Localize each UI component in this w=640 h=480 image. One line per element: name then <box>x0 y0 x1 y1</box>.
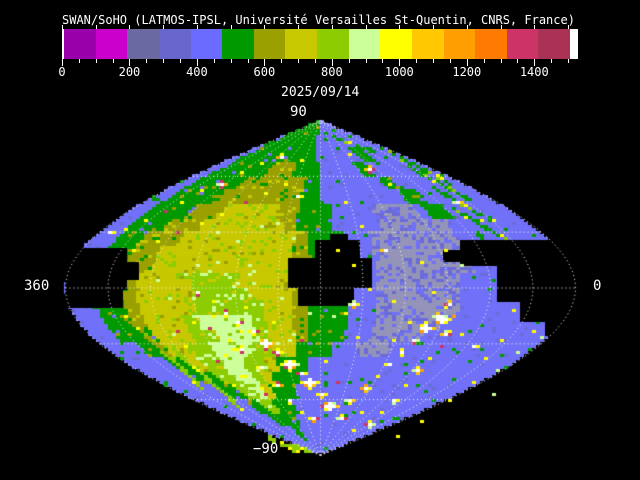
colorbar-minor-tick <box>483 59 485 63</box>
colorbar-top-tick <box>95 25 97 29</box>
colorbar-major-tick <box>264 59 266 66</box>
colorbar-major-tick <box>129 59 131 66</box>
colorbar-minor-tick <box>281 59 283 63</box>
latitude-label-south: −90 <box>253 441 279 457</box>
latitude-label-north: 90 <box>290 104 307 120</box>
colorbar-minor-tick <box>382 59 384 63</box>
colorbar-segment-0 <box>64 29 96 59</box>
colorbar-minor-tick <box>500 59 502 63</box>
colorbar-major-tick <box>399 59 401 66</box>
colorbar-left-edge <box>62 29 64 59</box>
colorbar-segment-3 <box>158 29 191 59</box>
colorbar-major-tick <box>466 59 468 66</box>
colorbar-tick-label: 1000 <box>384 65 414 79</box>
colorbar-segment-10 <box>380 29 412 59</box>
colorbar-top-tick <box>568 25 569 29</box>
colorbar-top-tick <box>466 25 468 29</box>
colorbar-top-tick <box>500 25 502 29</box>
colorbar-segment-1 <box>95 29 128 59</box>
colorbar-minor-tick <box>348 59 350 63</box>
colorbar-tick-label: 200 <box>118 65 141 79</box>
colorbar-top-tick <box>196 25 198 29</box>
colorbar-top-tick <box>129 25 131 29</box>
colorbar-segment-5 <box>222 29 254 59</box>
colorbar-minor-tick <box>551 59 553 63</box>
colorbar-top-tick <box>331 25 333 29</box>
colorbar-segment-2 <box>127 29 159 59</box>
colorbar-minor-tick <box>517 59 519 63</box>
colorbar-segment-7 <box>285 29 317 59</box>
image-title: SWAN/SoHO (LATMOS-IPSL, Université Versa… <box>62 13 575 27</box>
colorbar-minor-tick <box>433 59 435 63</box>
colorbar-segment-15 <box>538 29 570 59</box>
colorbar-tick-label: 1200 <box>452 65 482 79</box>
colorbar-minor-tick <box>112 59 114 63</box>
colorbar-minor-tick <box>298 59 300 63</box>
colorbar-segment-8 <box>317 29 349 59</box>
colorbar-top-tick <box>163 25 165 29</box>
colorbar-segment-11 <box>411 29 444 59</box>
colorbar-tick-label: 600 <box>253 65 276 79</box>
longitude-label-right: 0 <box>593 278 602 294</box>
colorbar-segment-14 <box>506 29 539 59</box>
colorbar-top-tick <box>230 25 232 29</box>
colorbar-minor-tick <box>365 59 367 63</box>
colorbar-top-tick <box>264 25 266 29</box>
colorbar-segment-13 <box>475 29 507 59</box>
colorbar-minor-tick <box>568 59 569 63</box>
colorbar-minor-tick <box>78 59 80 63</box>
colorbar-segment-12 <box>443 29 476 59</box>
longitude-label-left: 360 <box>24 278 50 294</box>
colorbar-minor-tick <box>315 59 316 63</box>
colorbar-overflow-segment <box>570 29 578 59</box>
colorbar-tick-label: 400 <box>186 65 208 79</box>
colorbar-top-tick <box>62 25 63 29</box>
colorbar-segment-4 <box>190 29 223 59</box>
colorbar-top-tick <box>298 25 300 29</box>
colorbar <box>62 29 578 59</box>
date-label: 2025/09/14 <box>281 85 360 100</box>
colorbar-top-tick <box>433 25 435 29</box>
colorbar-major-tick <box>196 59 198 66</box>
colorbar-top-tick <box>534 25 536 29</box>
colorbar-top-tick <box>399 25 401 29</box>
colorbar-minor-tick <box>213 59 215 63</box>
colorbar-minor-tick <box>230 59 232 63</box>
colorbar-tick-label: 0 <box>58 65 66 79</box>
colorbar-minor-tick <box>146 59 148 63</box>
colorbar-major-tick <box>62 59 63 66</box>
colorbar-minor-tick <box>95 59 97 63</box>
colorbar-segment-6 <box>253 29 286 59</box>
colorbar-minor-tick <box>180 59 182 63</box>
colorbar-tick-label: 800 <box>321 65 343 79</box>
colorbar-major-tick <box>534 59 536 66</box>
colorbar-major-tick <box>331 59 333 66</box>
colorbar-segment-9 <box>348 29 381 59</box>
colorbar-minor-tick <box>163 59 165 63</box>
colorbar-tick-label: 1400 <box>519 65 549 79</box>
colorbar-minor-tick <box>247 59 249 63</box>
colorbar-minor-tick <box>416 59 418 63</box>
colorbar-minor-tick <box>449 59 451 63</box>
colorbar-top-tick <box>365 25 367 29</box>
